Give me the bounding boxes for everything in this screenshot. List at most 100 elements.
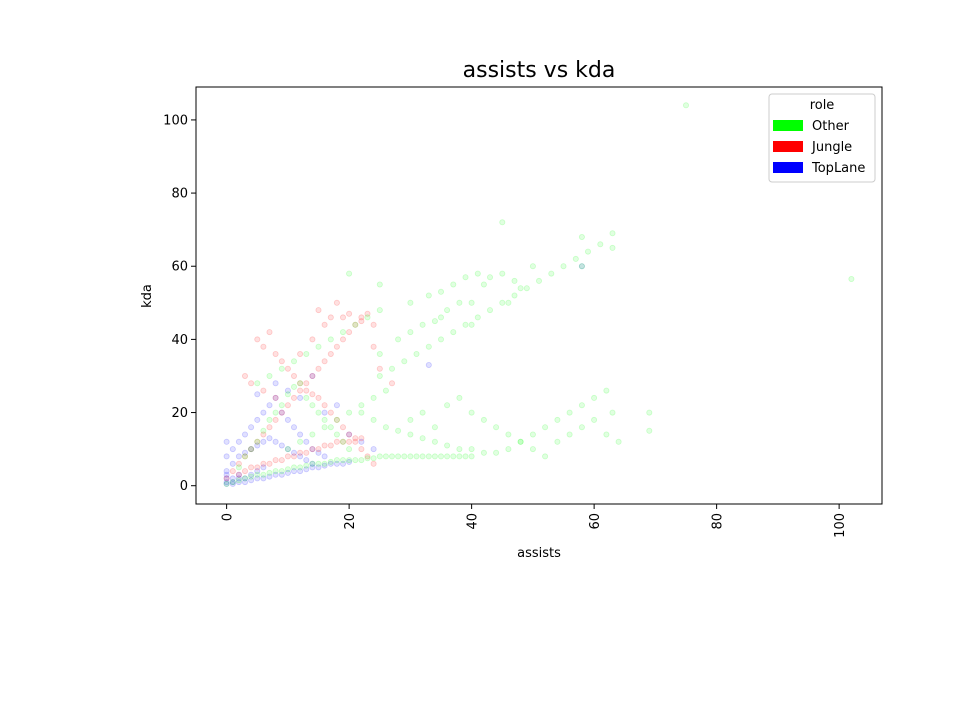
- data-point-toplane: [327, 460, 334, 467]
- data-point-other: [388, 453, 395, 460]
- data-point-toplane: [358, 438, 365, 445]
- data-point-other: [499, 219, 506, 226]
- data-point-other: [517, 285, 524, 292]
- data-point-other: [437, 288, 444, 295]
- data-point-toplane: [272, 471, 279, 478]
- data-point-other: [364, 455, 371, 462]
- data-point-jungle: [321, 442, 328, 449]
- data-point-other: [339, 457, 346, 464]
- data-point-toplane: [272, 438, 279, 445]
- data-point-jungle: [315, 307, 322, 314]
- data-point-jungle: [303, 380, 310, 387]
- data-point-jungle: [327, 350, 334, 357]
- legend-label-jungle: Jungle: [811, 140, 852, 155]
- data-point-toplane: [309, 464, 316, 471]
- data-point-other: [523, 285, 530, 292]
- legend-swatch-jungle: [773, 141, 803, 152]
- data-point-other: [395, 427, 402, 434]
- data-point-other: [358, 409, 365, 416]
- data-point-other: [505, 299, 512, 306]
- data-point-toplane: [223, 479, 230, 486]
- data-point-jungle: [346, 431, 353, 438]
- data-point-toplane: [235, 471, 242, 478]
- data-point-jungle: [352, 438, 359, 445]
- data-point-other: [554, 438, 561, 445]
- plot-area-frame: [195, 86, 883, 505]
- data-point-other: [609, 230, 616, 237]
- data-point-other: [278, 468, 285, 475]
- data-point-other: [339, 438, 346, 445]
- data-point-toplane: [297, 453, 304, 460]
- data-point-other: [597, 241, 604, 248]
- data-point-toplane: [223, 453, 230, 460]
- data-point-jungle: [241, 372, 248, 379]
- data-point-toplane: [333, 402, 340, 409]
- data-point-jungle: [358, 435, 365, 442]
- data-point-toplane: [266, 435, 273, 442]
- data-point-other: [431, 424, 438, 431]
- data-point-other: [401, 453, 408, 460]
- data-point-other: [585, 248, 592, 255]
- data-point-other: [229, 479, 236, 486]
- data-point-other: [266, 372, 273, 379]
- data-point-other: [444, 402, 451, 409]
- data-point-other: [290, 358, 297, 365]
- data-point-toplane: [346, 431, 353, 438]
- data-point-other: [241, 475, 248, 482]
- data-point-jungle: [327, 442, 334, 449]
- data-point-other: [352, 321, 359, 328]
- data-point-other: [578, 263, 585, 270]
- y-axis-label: kda: [140, 284, 155, 308]
- data-point-other: [419, 435, 426, 442]
- data-point-toplane: [284, 469, 291, 476]
- data-point-other: [407, 416, 414, 423]
- data-point-toplane: [254, 416, 261, 423]
- data-point-other: [493, 424, 500, 431]
- data-point-jungle: [309, 372, 316, 379]
- data-point-toplane: [278, 409, 285, 416]
- data-point-toplane: [229, 475, 236, 482]
- data-point-toplane: [223, 471, 230, 478]
- data-point-other: [450, 329, 457, 336]
- data-point-other: [468, 446, 475, 453]
- y-tick-label: 20: [171, 406, 188, 421]
- data-point-toplane: [309, 446, 316, 453]
- data-point-other: [468, 299, 475, 306]
- data-point-jungle: [278, 457, 285, 464]
- data-point-jungle: [358, 314, 365, 321]
- data-point-other: [382, 424, 389, 431]
- data-point-other: [370, 416, 377, 423]
- data-point-toplane: [370, 446, 377, 453]
- data-point-toplane: [254, 475, 261, 482]
- data-point-other: [346, 270, 353, 277]
- data-point-other: [572, 255, 579, 262]
- data-point-other: [407, 431, 414, 438]
- data-point-jungle: [260, 387, 267, 394]
- x-axis: 0 20 40 60 80 100: [221, 504, 848, 538]
- data-point-toplane: [241, 431, 248, 438]
- data-point-other: [566, 431, 573, 438]
- data-point-other: [284, 446, 291, 453]
- data-point-other: [419, 453, 426, 460]
- data-point-toplane: [315, 464, 322, 471]
- data-point-jungle: [290, 372, 297, 379]
- data-point-jungle: [364, 310, 371, 317]
- data-point-jungle: [339, 336, 346, 343]
- data-point-other: [511, 292, 518, 299]
- data-point-other: [437, 314, 444, 321]
- data-point-other: [419, 321, 426, 328]
- data-point-jungle: [309, 391, 316, 398]
- data-point-other: [235, 477, 242, 484]
- data-point-jungle: [272, 394, 279, 401]
- data-point-jungle: [327, 314, 334, 321]
- legend-swatch-toplane: [773, 162, 803, 173]
- data-point-toplane: [223, 480, 230, 487]
- data-point-other: [609, 409, 616, 416]
- data-point-other: [407, 329, 414, 336]
- data-point-other: [241, 453, 248, 460]
- data-point-jungle: [254, 438, 261, 445]
- data-point-jungle: [315, 365, 322, 372]
- data-point-toplane: [248, 477, 255, 484]
- data-point-jungle: [339, 314, 346, 321]
